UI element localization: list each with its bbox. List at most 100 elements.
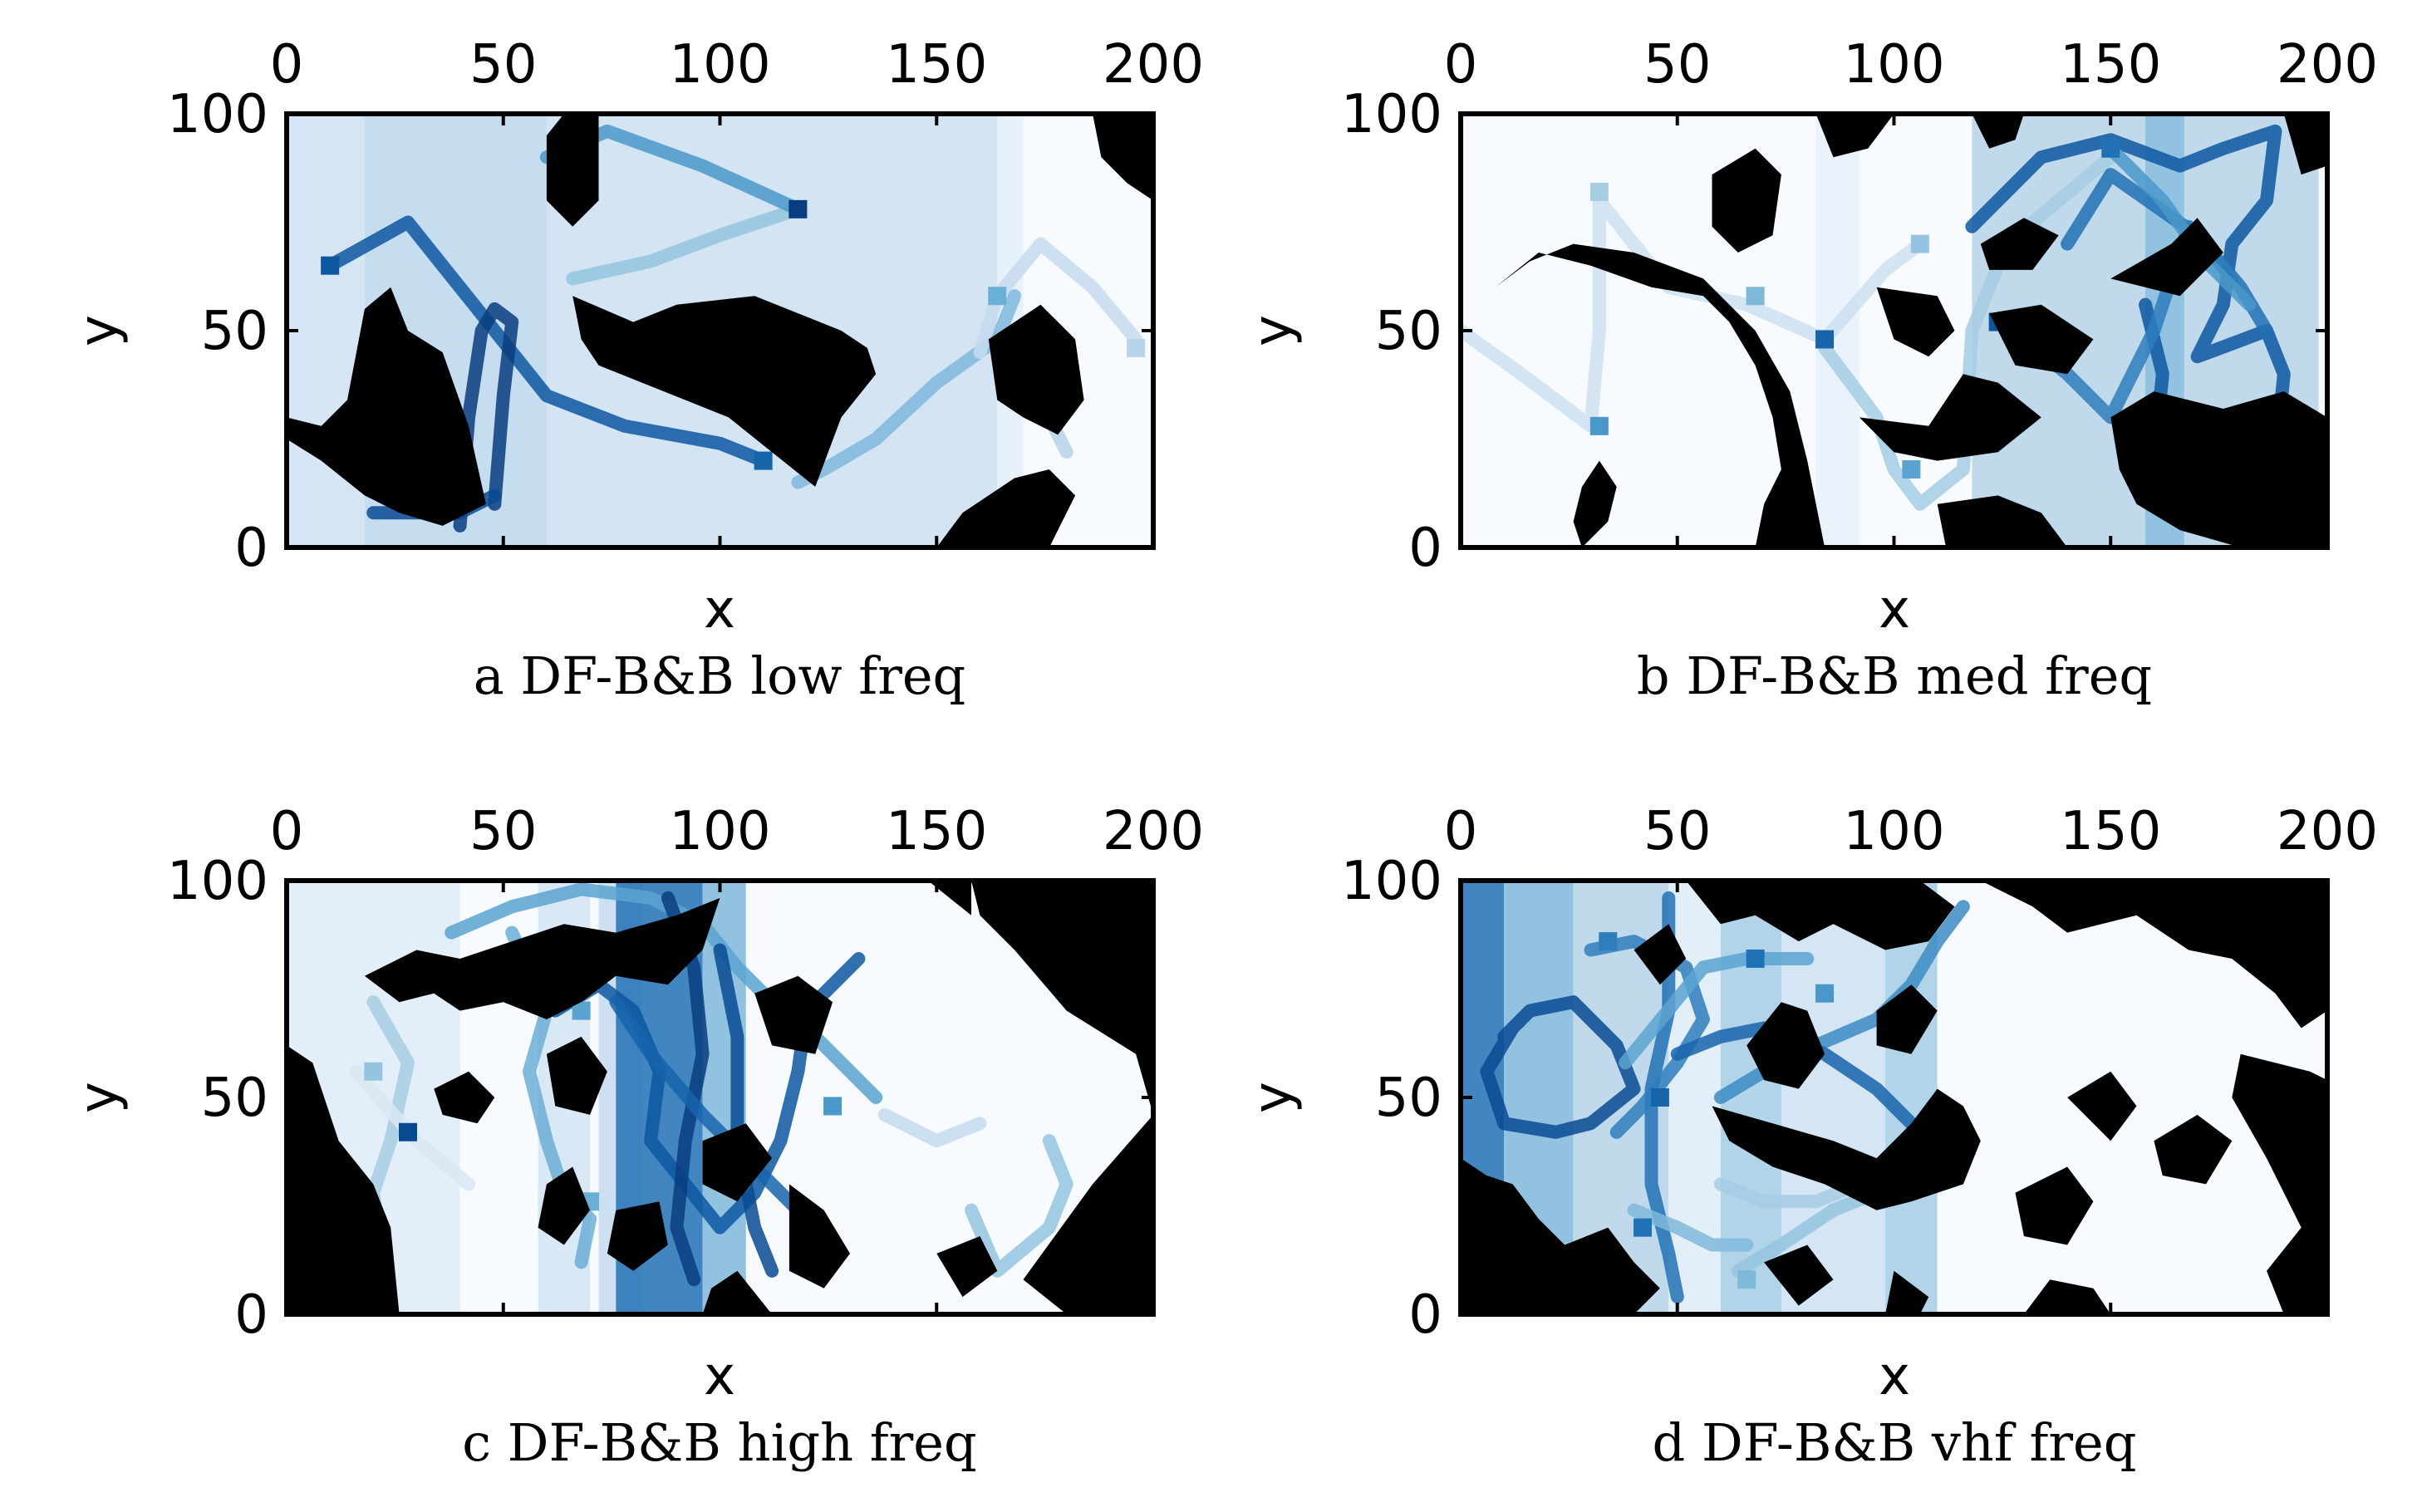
- node-marker: [1902, 460, 1921, 479]
- obstacle: [1495, 243, 1825, 547]
- search-path: [1627, 1203, 1754, 1252]
- node-marker: [1650, 1088, 1669, 1107]
- obstacle: [572, 296, 877, 487]
- obstacle: [546, 114, 599, 227]
- y-tick-label: 0: [234, 1284, 268, 1346]
- x-tick-label: 200: [2277, 801, 2378, 862]
- obstacle: [1937, 495, 2068, 547]
- panel-a: x y 0 50 100 150 200 0 50 100 a DF-B&B low freq: [68, 34, 1204, 706]
- y-tick-label: 0: [1408, 1284, 1442, 1346]
- obstacle: [2067, 1071, 2137, 1141]
- obstacle: [2283, 114, 2327, 175]
- x-tick-label: 50: [469, 801, 537, 862]
- node-marker: [572, 1001, 591, 1020]
- search-path: [1644, 891, 1684, 1304]
- y-tick-label: 100: [1341, 84, 1442, 145]
- obstacle: [1980, 881, 2327, 1028]
- x-tick-label: 50: [469, 34, 537, 96]
- search-path: [453, 302, 519, 533]
- search-path: [566, 202, 805, 286]
- xlabel: x: [1879, 579, 1910, 641]
- obstacle: [434, 1071, 495, 1124]
- panel-d: x y 0 50 100 150 200 0 50 100 d DF-B&B vhf freq: [1242, 801, 2378, 1473]
- obstacle: [2154, 1114, 2233, 1185]
- x-tick-label: 0: [1444, 34, 1478, 96]
- node-marker: [1599, 932, 1618, 951]
- obstacle: [364, 897, 720, 1019]
- x-tick-label: 150: [2060, 34, 2161, 96]
- obstacle: [287, 1045, 400, 1314]
- search-path: [965, 1134, 1073, 1278]
- node-marker: [754, 451, 773, 470]
- obstacle: [702, 1123, 773, 1202]
- y-tick-label: 50: [1375, 301, 1442, 362]
- x-tick-label: 0: [270, 34, 304, 96]
- panel-b: x y 0 50 100 150 200 0 50 100 b DF-B&B med freq: [1242, 34, 2378, 706]
- x-tick-label: 100: [669, 801, 770, 862]
- x-tick-label: 100: [1843, 34, 1944, 96]
- y-tick-label: 100: [167, 851, 268, 912]
- obstacle: [2232, 1053, 2327, 1314]
- obstacle: [1989, 304, 2094, 375]
- plot-area: [1461, 881, 2327, 1314]
- obstacle: [1461, 1158, 1660, 1314]
- panel-caption: a DF-B&B low freq: [474, 646, 965, 706]
- node-marker: [1589, 182, 1609, 201]
- node-marker: [1910, 234, 1929, 253]
- node-marker: [1633, 1218, 1653, 1237]
- y-tick-label: 0: [234, 518, 268, 579]
- plot-area: [1461, 114, 2327, 547]
- search-path: [877, 1107, 987, 1148]
- panel-caption: d DF-B&B vhf freq: [1653, 1412, 2137, 1473]
- obstacle: [971, 881, 1153, 1314]
- obstacle: [1712, 1088, 1981, 1210]
- y-tick-label: 100: [167, 84, 268, 145]
- node-marker: [823, 1097, 843, 1116]
- y-tick-label: 100: [1341, 851, 1442, 912]
- obstacle: [287, 287, 486, 526]
- x-tick-label: 50: [1643, 34, 1711, 96]
- x-tick-label: 50: [1643, 801, 1711, 862]
- ylabel: y: [1242, 1082, 1304, 1113]
- node-marker: [1815, 984, 1835, 1003]
- obstacle: [1815, 114, 1894, 158]
- x-tick-label: 150: [886, 34, 987, 96]
- xlabel: x: [704, 1346, 735, 1407]
- obstacle: [1686, 881, 1955, 950]
- obstacle: [1876, 287, 1955, 357]
- x-tick-label: 200: [1103, 34, 1204, 96]
- panel-caption: b DF-B&B med freq: [1637, 646, 2152, 706]
- search-path: [1461, 194, 1927, 433]
- xlabel: x: [704, 579, 735, 641]
- y-tick-label: 0: [1408, 518, 1442, 579]
- plot-area: [287, 881, 1153, 1314]
- obstacle: [1972, 114, 2024, 149]
- node-marker: [1737, 1270, 1756, 1289]
- search-path: [1584, 935, 1710, 1139]
- y-tick-label: 50: [1375, 1068, 1442, 1129]
- y-tick-label: 50: [201, 1068, 268, 1129]
- search-path: [2104, 141, 2257, 312]
- obstacle: [546, 1036, 607, 1115]
- panel-caption: c DF-B&B high freq: [462, 1412, 976, 1473]
- x-tick-label: 0: [270, 801, 304, 862]
- node-marker: [2101, 139, 2120, 158]
- ylabel: y: [1242, 315, 1304, 346]
- obstacle: [988, 304, 1084, 435]
- x-tick-label: 150: [886, 801, 987, 862]
- ylabel: y: [68, 1082, 130, 1113]
- x-tick-label: 100: [669, 34, 770, 96]
- search-path: [1731, 1186, 1884, 1278]
- x-tick-label: 200: [1103, 801, 1204, 862]
- obstacle: [789, 1184, 850, 1289]
- node-marker: [399, 1122, 418, 1141]
- search-path: [1480, 995, 1641, 1139]
- node-marker: [789, 199, 808, 218]
- node-marker: [1815, 330, 1835, 349]
- obstacle: [1573, 460, 1617, 547]
- obstacle: [2110, 391, 2327, 547]
- node-marker: [1589, 416, 1609, 435]
- obstacle: [1712, 148, 1781, 253]
- x-tick-label: 100: [1843, 801, 1944, 862]
